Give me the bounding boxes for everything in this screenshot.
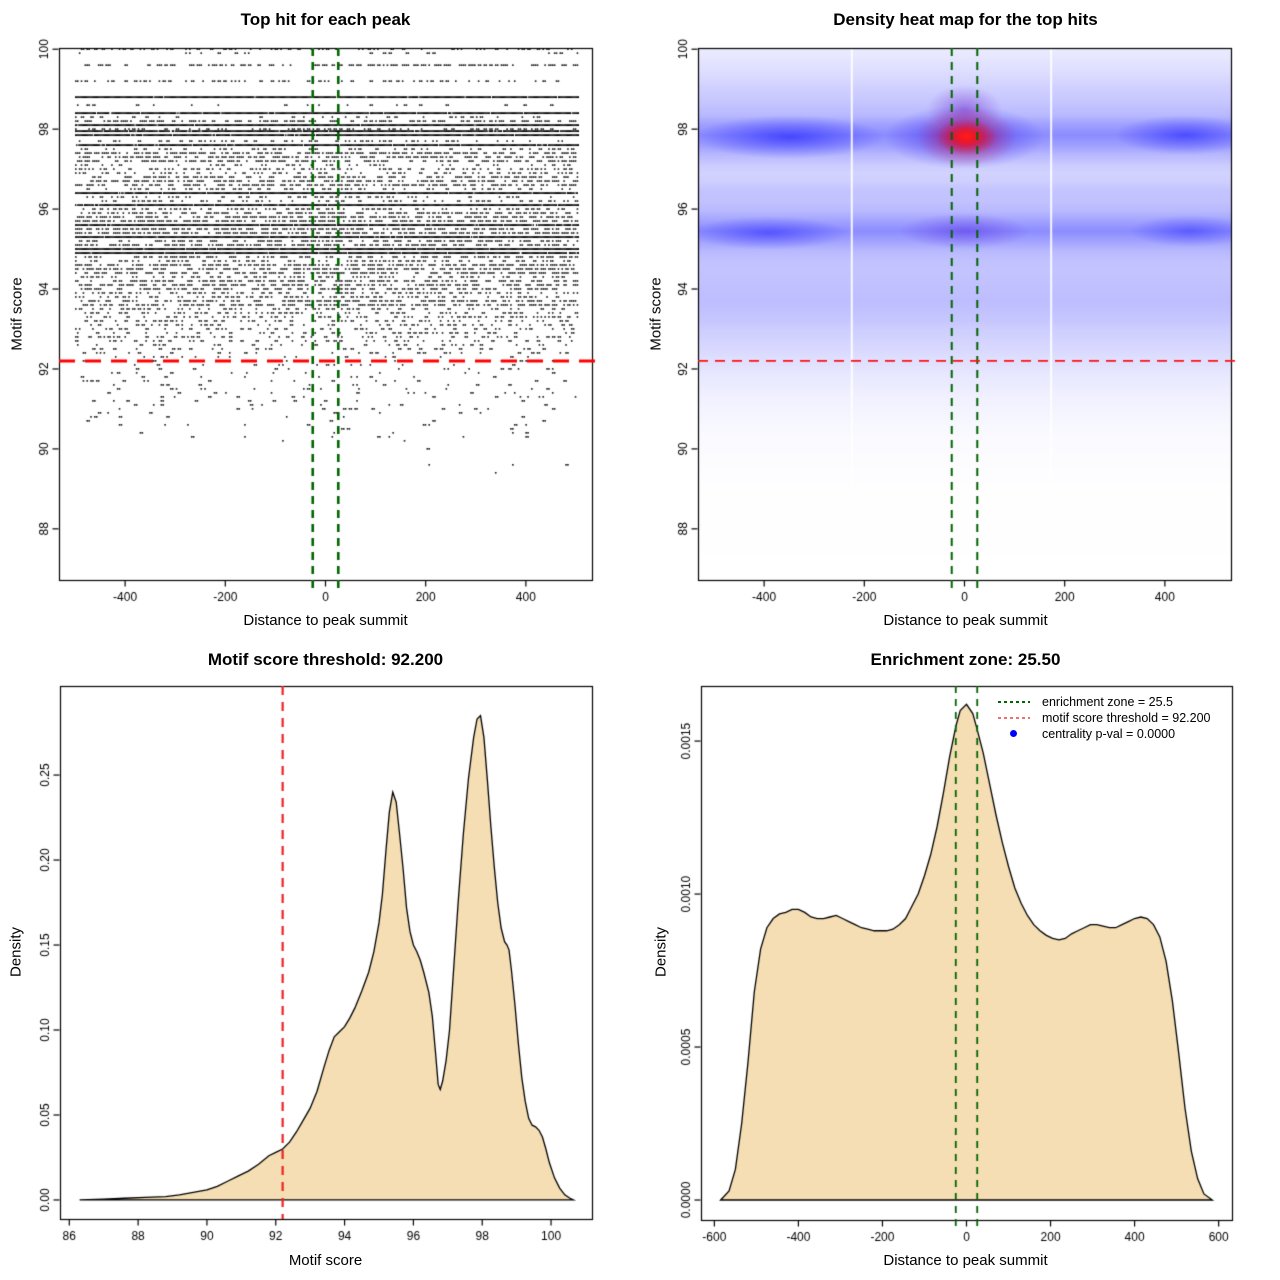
panel-bottom-left: Motif score threshold: 92.200 Motif scor… xyxy=(0,640,640,1280)
legend-item-centrality-pval: centrality p-val = 0.0000 xyxy=(998,726,1211,742)
y-axis-label: Motif score xyxy=(8,277,26,351)
legend-item-enrichment-zone: enrichment zone = 25.5 xyxy=(998,694,1211,710)
panel-title: Top hit for each peak xyxy=(240,10,411,29)
legend-label: motif score threshold = 92.200 xyxy=(1042,711,1211,725)
legend-label: centrality p-val = 0.0000 xyxy=(1042,727,1176,741)
plot-legend: enrichment zone = 25.5 motif score thres… xyxy=(998,694,1211,742)
panel-title: Density heat map for the top hits xyxy=(833,10,1098,29)
heatmap-canvas xyxy=(640,0,1280,640)
x-axis-label: Distance to peak summit xyxy=(883,1252,1048,1269)
scatter-plot-canvas xyxy=(0,0,640,640)
panel-bottom-right: Enrichment zone: 25.50 Distance to peak … xyxy=(640,640,1280,1280)
distance-density-canvas xyxy=(640,640,1280,1280)
y-axis-label: Motif score xyxy=(647,277,665,351)
x-axis-label: Motif score xyxy=(288,1252,363,1269)
panel-top-right: Density heat map for the top hits Distan… xyxy=(640,0,1280,640)
blue-dot-swatch xyxy=(998,730,1030,738)
panel-title: Motif score threshold: 92.200 xyxy=(207,650,444,669)
y-axis-label: Density xyxy=(652,926,670,978)
x-axis-label: Distance to peak summit xyxy=(883,612,1048,629)
score-density-canvas xyxy=(0,640,640,1280)
panel-top-left: Top hit for each peak Distance to peak s… xyxy=(0,0,640,640)
legend-label: enrichment zone = 25.5 xyxy=(1042,695,1173,709)
green-dotted-line-swatch xyxy=(998,698,1030,706)
panel-title: Enrichment zone: 25.50 xyxy=(870,650,1061,669)
x-axis-label: Distance to peak summit xyxy=(243,612,408,629)
legend-item-score-threshold: motif score threshold = 92.200 xyxy=(998,710,1211,726)
red-dotted-line-swatch xyxy=(998,714,1030,722)
y-axis-label: Density xyxy=(7,926,25,978)
